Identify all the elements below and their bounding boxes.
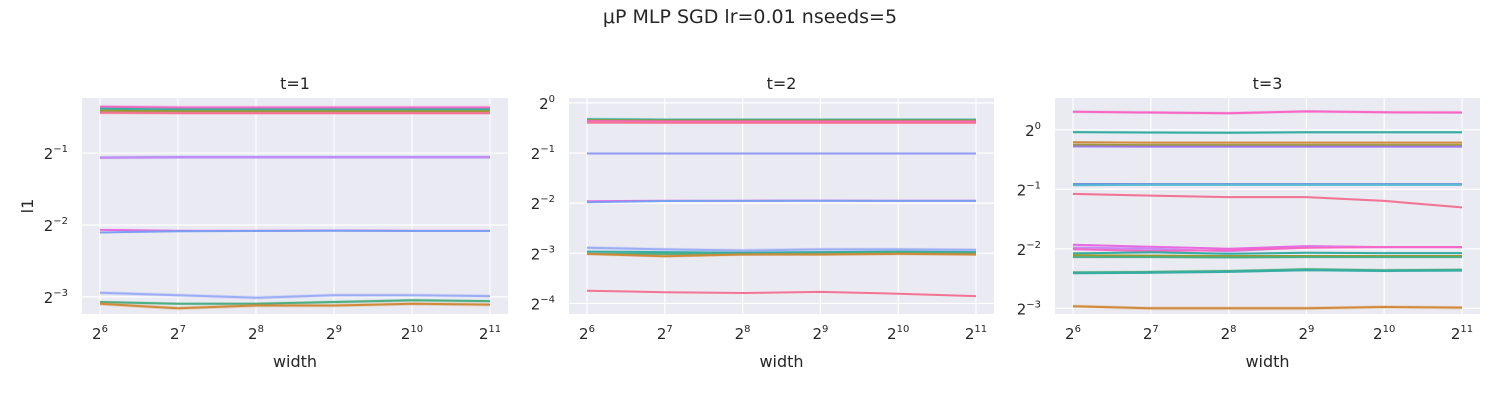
y-axis-label: l1	[18, 199, 37, 214]
x-tick-label: 27	[657, 324, 673, 343]
plot-area	[82, 98, 508, 314]
series-4	[586, 121, 976, 125]
series-12	[586, 289, 977, 298]
series-17	[1072, 304, 1463, 311]
series-line	[1072, 251, 1462, 255]
chart-panel-3: t=3 26 27 28 29 210 211 20 2−1 2−2 2−3 width	[1017, 74, 1480, 371]
series-11	[99, 301, 491, 311]
y-tick-label: 2−2	[44, 216, 68, 235]
x-tick-label: 29	[1298, 324, 1314, 343]
series-line	[99, 105, 490, 109]
series-5	[1072, 145, 1462, 148]
series-11	[1072, 246, 1462, 252]
series-line	[1072, 110, 1463, 115]
series-2	[1072, 130, 1462, 134]
series-line	[586, 246, 977, 252]
series-line	[99, 107, 490, 111]
plot-area	[1055, 98, 1480, 314]
series-16	[1072, 269, 1463, 275]
x-tick-label: 27	[1143, 324, 1159, 343]
series-14	[1073, 256, 1462, 259]
series-8	[99, 229, 490, 234]
series-line	[99, 291, 491, 299]
series-10	[99, 298, 491, 306]
y-tick-label: 2−3	[531, 244, 555, 263]
chart-panel-1: t=1 26 27 28 29 210 211 2−1 2−2 2−3 width l1	[18, 74, 508, 371]
series-line	[1072, 254, 1462, 257]
series-line	[586, 199, 976, 204]
x-axis-label: width	[759, 352, 803, 371]
series-line	[1072, 269, 1463, 275]
series-1	[99, 104, 490, 110]
series-12	[1072, 251, 1462, 255]
x-tick-label: 29	[812, 324, 828, 343]
series-line	[1072, 246, 1462, 252]
series-line	[99, 299, 491, 305]
y-tick-label: 2−1	[1017, 180, 1041, 199]
x-tick-label: 211	[965, 324, 987, 343]
series-6	[99, 156, 490, 159]
x-tick-label: 210	[1373, 324, 1395, 343]
figure-title: μP MLP SGD lr=0.01 nseeds=5	[603, 6, 897, 28]
y-tick-label: 2−4	[531, 294, 555, 313]
panel-title: t=3	[1253, 74, 1283, 93]
x-tick-label: 26	[579, 324, 595, 343]
series-line	[1072, 131, 1462, 134]
series-line	[99, 109, 490, 113]
series-1	[1072, 109, 1463, 115]
x-tick-label: 210	[887, 324, 909, 343]
series-3	[1072, 141, 1462, 144]
x-tick-label: 29	[326, 324, 342, 343]
series-line	[586, 289, 977, 298]
series-band	[100, 291, 490, 300]
y-tick-label: 2−1	[531, 144, 555, 163]
series-8	[1072, 192, 1463, 209]
chart-panel-2: t=2 26 27 28 29 210 211 20 2−1 2−2 2−3 2−4 width	[531, 74, 994, 371]
panel-title: t=1	[280, 74, 310, 93]
y-tick-label: 2−3	[1017, 299, 1041, 318]
x-tick-label: 28	[735, 324, 751, 343]
series-9	[586, 250, 977, 254]
y-tick-label: 20	[1025, 121, 1041, 140]
y-tick-label: 2−2	[531, 194, 555, 213]
series-2	[99, 107, 490, 111]
x-tick-label: 210	[401, 324, 423, 343]
y-tick-label: 2−3	[44, 288, 68, 307]
series-line	[586, 252, 977, 258]
x-tick-label: 211	[479, 324, 501, 343]
y-tick-label: 2−2	[1017, 240, 1041, 259]
series-line	[1072, 305, 1463, 310]
series-4	[99, 111, 490, 115]
series-3	[99, 109, 490, 113]
series-4	[1072, 143, 1462, 147]
series-line	[99, 229, 490, 234]
series-7	[1072, 183, 1462, 187]
panel-title: t=2	[767, 74, 797, 93]
series-line	[1072, 192, 1463, 209]
series-line	[586, 250, 977, 254]
x-tick-label: 26	[1065, 324, 1081, 343]
series-5	[587, 152, 976, 155]
plot-area	[569, 98, 994, 314]
x-axis-label: width	[273, 352, 317, 371]
series-7	[586, 199, 976, 204]
series-8	[586, 246, 977, 253]
series-11	[586, 252, 977, 258]
y-tick-label: 20	[539, 94, 555, 113]
x-tick-label: 26	[92, 324, 108, 343]
series-9	[99, 291, 491, 300]
x-tick-label: 28	[248, 324, 264, 343]
x-tick-label: 211	[1451, 324, 1473, 343]
x-tick-label: 28	[1221, 324, 1237, 343]
y-tick-label: 2−1	[44, 144, 68, 163]
x-tick-label: 27	[170, 324, 186, 343]
x-axis-label: width	[1245, 352, 1289, 371]
series-line	[99, 302, 491, 310]
